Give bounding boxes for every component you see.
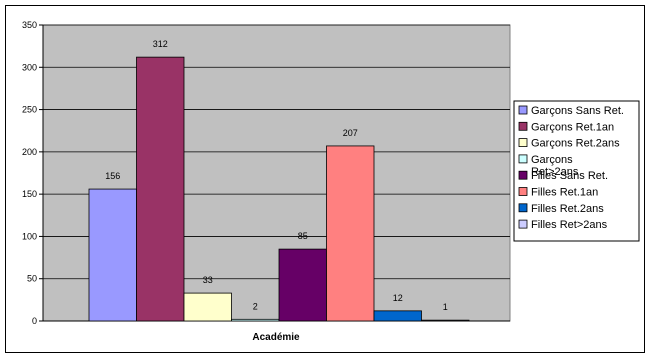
bar xyxy=(421,319,470,322)
legend-label: Filles Sans Ret. xyxy=(531,170,608,182)
data-label: 312 xyxy=(153,39,168,49)
legend-swatch xyxy=(518,170,528,180)
legend-label: Garçons Sans Ret. xyxy=(531,105,624,117)
y-tick-label: 50 xyxy=(27,274,37,284)
y-tick-label: 100 xyxy=(22,231,37,241)
data-labels: 156 312 33 2 85 207 12 1 xyxy=(105,39,448,312)
legend-swatch xyxy=(518,203,528,213)
bar xyxy=(88,188,137,322)
data-label: 85 xyxy=(298,231,308,241)
legend-swatch xyxy=(518,154,528,164)
bar xyxy=(326,145,375,322)
bar xyxy=(278,248,327,322)
bar xyxy=(373,310,422,322)
data-label: 207 xyxy=(343,128,358,138)
legend-label: Garçons Ret.1an xyxy=(531,121,614,133)
legend-box xyxy=(513,100,640,242)
legend-swatch xyxy=(518,219,528,229)
data-label: 12 xyxy=(393,293,403,303)
data-label: 2 xyxy=(253,301,258,311)
y-tick-label: 0 xyxy=(32,316,37,326)
bar xyxy=(136,56,185,322)
y-tick-label: 200 xyxy=(22,147,37,157)
legend-label: Filles Ret.2ans xyxy=(531,203,604,215)
y-tick-label: 250 xyxy=(22,105,37,115)
data-label: 1 xyxy=(443,302,448,312)
legend-swatch xyxy=(518,138,528,148)
y-tick-label: 150 xyxy=(22,189,37,199)
bar xyxy=(231,318,280,322)
data-label: 33 xyxy=(203,275,213,285)
legend-label: Filles Ret.1an xyxy=(531,187,598,199)
legend-label: Ret>2ans xyxy=(531,166,579,178)
legend-label: Garçons Ret.2ans xyxy=(531,138,620,150)
legend-label: Garçons xyxy=(531,154,573,166)
legend-label: Filles Ret>2ans xyxy=(531,219,608,231)
bars xyxy=(88,56,470,322)
x-axis-label: Académie xyxy=(252,332,300,343)
legend-swatch xyxy=(518,187,528,196)
y-tick-label: 350 xyxy=(22,20,37,30)
data-label: 156 xyxy=(105,171,120,181)
legend: Garçons Sans Ret. Garçons Ret.1an Garçons … xyxy=(513,100,640,242)
bar xyxy=(183,292,232,322)
y-tick-label: 300 xyxy=(22,62,37,72)
legend-swatch xyxy=(518,105,528,115)
legend-swatch xyxy=(518,121,528,131)
